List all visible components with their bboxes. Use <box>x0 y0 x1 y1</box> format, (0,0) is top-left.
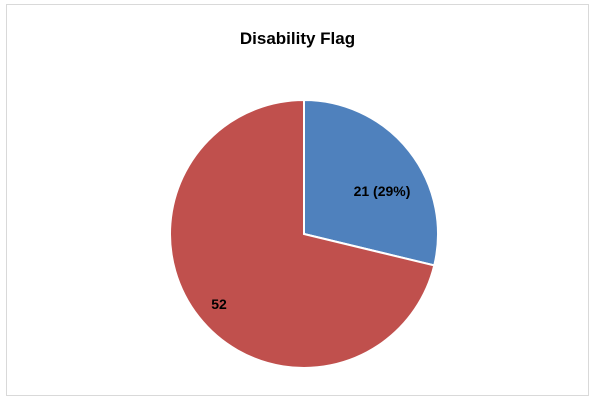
pie-slice-2 <box>169 98 436 369</box>
chart-title: Disability Flag <box>239 29 356 48</box>
data-label-slice-2: 52 <box>211 296 227 312</box>
chart-area: Disability Flag 21 (29%) 52 <box>6 4 589 396</box>
data-label-slice-1: 21 (29%) <box>354 183 411 199</box>
pie-chart: 21 (29%) 52 <box>169 98 439 369</box>
pie-slice-1 <box>303 98 439 267</box>
